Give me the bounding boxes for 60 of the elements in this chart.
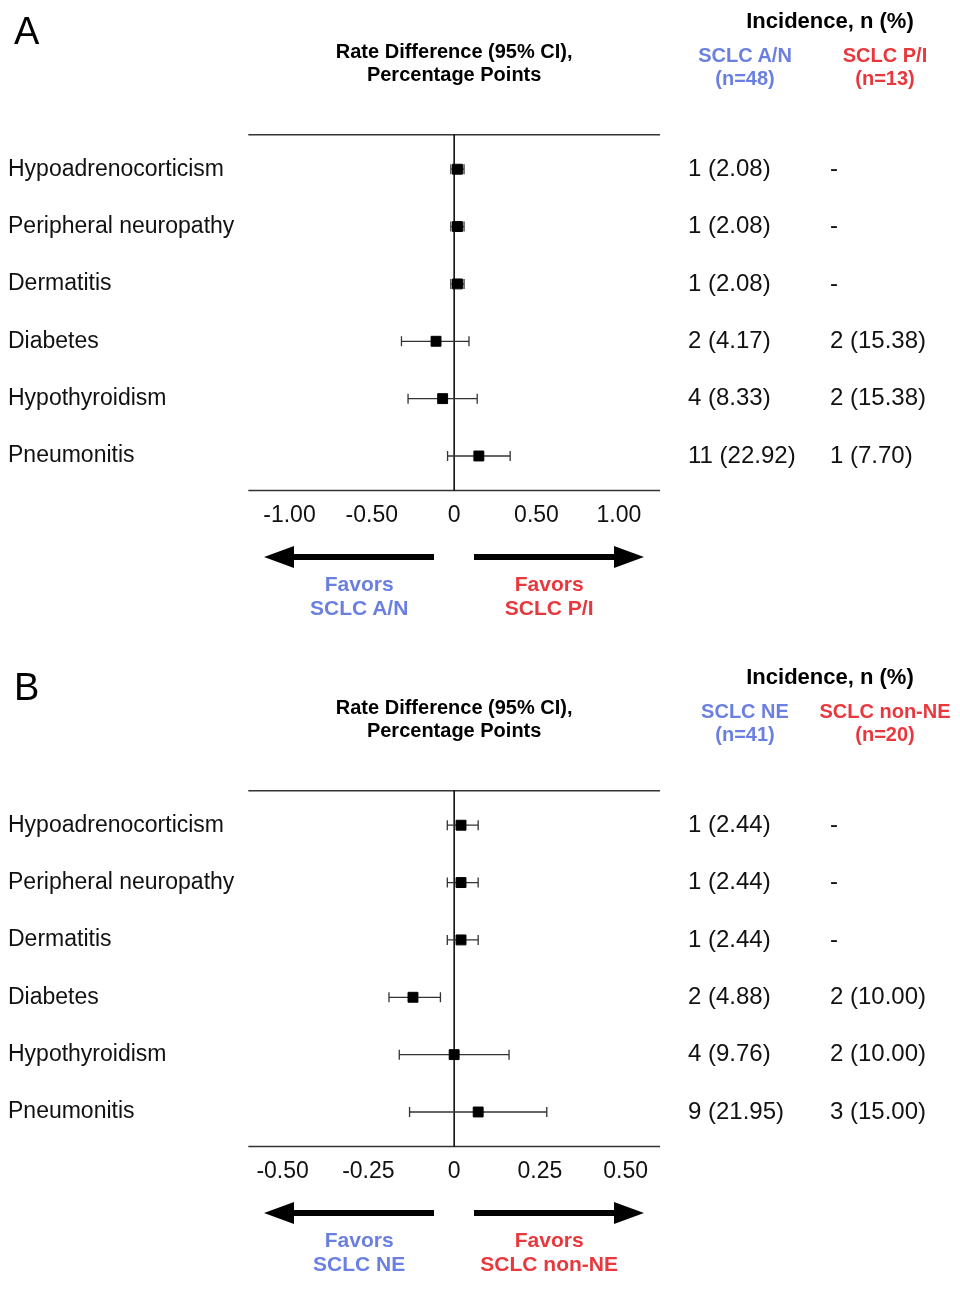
y-tick-label: Pneumonitis bbox=[8, 441, 135, 468]
text: 4 (8.33) bbox=[688, 383, 771, 411]
x-tick-label: 0.50 bbox=[603, 1156, 649, 1183]
y-tick-label: Dermatitis bbox=[8, 925, 112, 952]
text: Favors SCLC P/I bbox=[503, 572, 595, 620]
text: Favors SCLC NE bbox=[312, 1228, 407, 1276]
x-tick-label: 0 bbox=[447, 500, 461, 527]
x-tick-label: -0.50 bbox=[256, 1156, 309, 1183]
x-tick-label: 1.00 bbox=[596, 500, 642, 527]
y-tick-label: Pneumonitis bbox=[8, 1097, 135, 1124]
text: 11 (22.92) bbox=[688, 440, 796, 468]
x-tick-label: 0.25 bbox=[517, 1156, 563, 1183]
x-tick-label: 0.50 bbox=[514, 500, 559, 527]
text: SCLC non-NE (n=20) bbox=[818, 700, 952, 746]
text: - bbox=[830, 809, 838, 837]
text: Favors SCLC non-NE bbox=[479, 1228, 619, 1276]
text: 1 (2.08) bbox=[688, 153, 771, 181]
text: - bbox=[830, 211, 838, 239]
text: 9 (21.95) bbox=[688, 1096, 785, 1124]
text: SCLC NE (n=41) bbox=[700, 700, 790, 746]
text: 2 (10.00) bbox=[830, 981, 927, 1009]
chart-title: B bbox=[14, 666, 40, 709]
text: 1 (2.08) bbox=[688, 211, 771, 239]
legend-title: Incidence, n (%) bbox=[745, 8, 915, 34]
x-axis-title: Rate Difference (95% CI), Percentage Points bbox=[334, 696, 574, 742]
y-tick-label: Hypothyroidism bbox=[8, 383, 167, 410]
text: 1 (2.44) bbox=[688, 867, 771, 895]
text: 2 (4.88) bbox=[688, 981, 771, 1009]
legend-title: Incidence, n (%) bbox=[745, 664, 915, 690]
text: - bbox=[830, 268, 838, 296]
x-axis-title: Rate Difference (95% CI), Percentage Points bbox=[334, 40, 574, 86]
y-tick-label: Peripheral neuropathy bbox=[8, 211, 235, 238]
y-tick-label: Dermatitis bbox=[8, 269, 112, 296]
text: 1 (2.44) bbox=[688, 924, 771, 952]
text: 2 (10.00) bbox=[830, 1039, 927, 1067]
text: 1 (2.08) bbox=[688, 268, 771, 296]
text: SCLC P/I (n=13) bbox=[841, 44, 929, 90]
text: 1 (7.70) bbox=[830, 440, 913, 468]
text: 1 (2.44) bbox=[688, 809, 771, 837]
chart-title: A bbox=[14, 10, 40, 53]
x-tick-label: -0.50 bbox=[345, 500, 399, 527]
y-tick-label: Diabetes bbox=[8, 326, 99, 353]
y-tick-label: Hypoadrenocorticism bbox=[8, 810, 225, 837]
text: 4 (9.76) bbox=[688, 1039, 771, 1067]
x-tick-label: -0.25 bbox=[342, 1156, 395, 1183]
text: 2 (4.17) bbox=[688, 325, 771, 353]
y-tick-label: Hypoadrenocorticism bbox=[8, 154, 225, 181]
text: 2 (15.38) bbox=[830, 325, 927, 353]
x-tick-label: -1.00 bbox=[263, 500, 316, 527]
text: - bbox=[830, 153, 838, 181]
text: 3 (15.00) bbox=[830, 1096, 927, 1124]
text: Favors SCLC A/N bbox=[308, 572, 410, 620]
x-tick-label: 0 bbox=[447, 1156, 461, 1183]
y-tick-label: Peripheral neuropathy bbox=[8, 867, 235, 894]
text: - bbox=[830, 924, 838, 952]
text: - bbox=[830, 867, 838, 895]
text: SCLC A/N (n=48) bbox=[697, 44, 793, 90]
text: 2 (15.38) bbox=[830, 383, 927, 411]
y-tick-label: Hypothyroidism bbox=[8, 1039, 167, 1066]
y-tick-label: Diabetes bbox=[8, 982, 99, 1009]
